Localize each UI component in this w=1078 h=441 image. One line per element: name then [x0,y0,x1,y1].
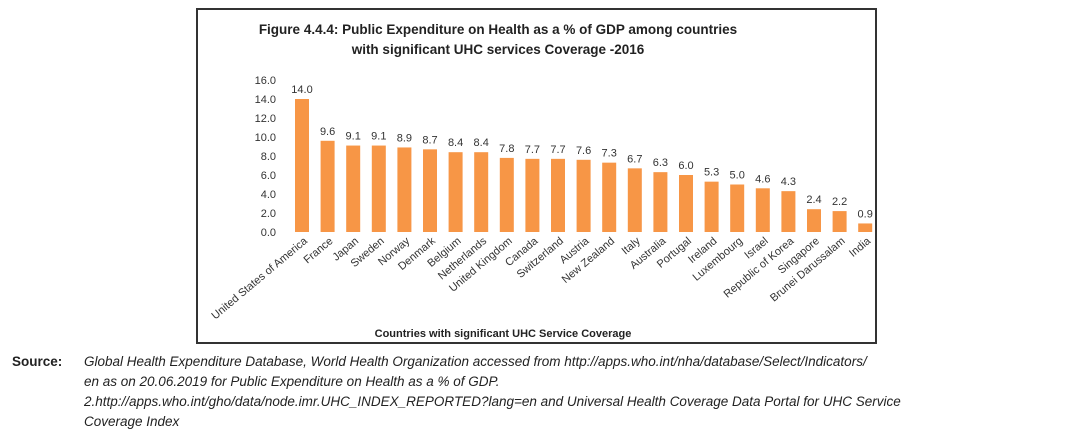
x-tick-label: India [847,235,874,260]
bar-chart: Figure 4.4.4: Public Expenditure on Heal… [209,22,874,340]
data-label: 9.6 [320,126,335,138]
data-label: 8.4 [448,137,463,149]
data-label: 0.9 [858,208,873,220]
bar [627,168,642,232]
y-tick-label: 4.0 [261,189,276,201]
data-label: 7.7 [550,144,565,156]
bar [474,152,489,232]
data-label: 6.0 [678,160,693,172]
bar [525,158,540,232]
source-label: Source: [12,354,63,369]
bar [730,184,745,232]
bar [448,152,463,232]
data-label: 7.3 [602,148,617,160]
bar [397,147,412,232]
x-tick-label: United States of America [209,235,310,323]
bar [807,209,821,232]
data-label: 7.6 [576,145,591,157]
data-label: 8.4 [474,137,489,149]
data-label: 5.3 [704,167,719,179]
x-tick-label: France [302,235,336,266]
y-tick-label: 8.0 [261,151,276,163]
bar [704,181,719,232]
y-tick-label: 6.0 [261,170,276,182]
chart-frame: Figure 4.4.4: Public Expenditure on Heal… [196,8,877,344]
bar [679,175,693,232]
data-label: 4.3 [781,176,796,188]
bar [551,158,565,232]
chart-title-line1: Figure 4.4.4: Public Expenditure on Heal… [259,22,737,37]
bar [781,191,796,232]
y-tick-label: 10.0 [255,132,276,144]
x-axis-label: Countries with significant UHC Service C… [375,328,632,340]
bar [295,99,309,232]
data-label: 9.1 [371,131,386,143]
bar [371,145,386,232]
bar [320,140,335,232]
bar [858,223,873,232]
data-label: 6.3 [653,157,668,169]
data-label: 6.7 [627,153,642,165]
data-label: 7.7 [525,144,540,156]
y-tick-label: 12.0 [255,113,276,125]
bar [423,149,437,232]
source-text: Global Health Expenditure Database, Worl… [84,354,901,429]
y-tick-label: 2.0 [261,208,276,220]
data-label: 9.1 [346,131,361,143]
bar [832,211,847,232]
data-label: 4.6 [755,173,770,185]
y-tick-label: 14.0 [255,94,276,106]
data-label: 8.7 [422,134,437,146]
data-label: 14.0 [291,84,312,96]
bar [346,145,361,232]
bar [602,162,617,232]
data-label: 7.8 [499,143,514,155]
data-label: 2.2 [832,196,847,208]
data-label: 2.4 [806,194,821,206]
data-label: 8.9 [397,132,412,144]
chart-title-line2: with significant UHC services Coverage -… [351,42,645,57]
bar [576,159,591,232]
bar [755,188,770,232]
data-label: 5.0 [730,170,745,182]
bar [653,172,668,232]
y-tick-label: 16.0 [255,75,276,87]
y-tick-label: 0.0 [261,227,276,239]
bar [499,157,514,232]
